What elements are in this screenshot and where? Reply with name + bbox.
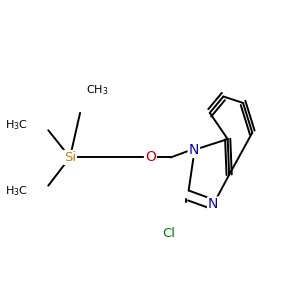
Text: N: N (189, 143, 199, 157)
Text: Si: Si (64, 151, 76, 164)
Text: H$_3$C: H$_3$C (5, 184, 28, 197)
Text: CH$_3$: CH$_3$ (86, 84, 108, 98)
Text: N: N (208, 197, 218, 212)
Text: H$_3$C: H$_3$C (5, 118, 28, 132)
Text: Cl: Cl (162, 227, 175, 240)
Text: O: O (145, 150, 156, 164)
